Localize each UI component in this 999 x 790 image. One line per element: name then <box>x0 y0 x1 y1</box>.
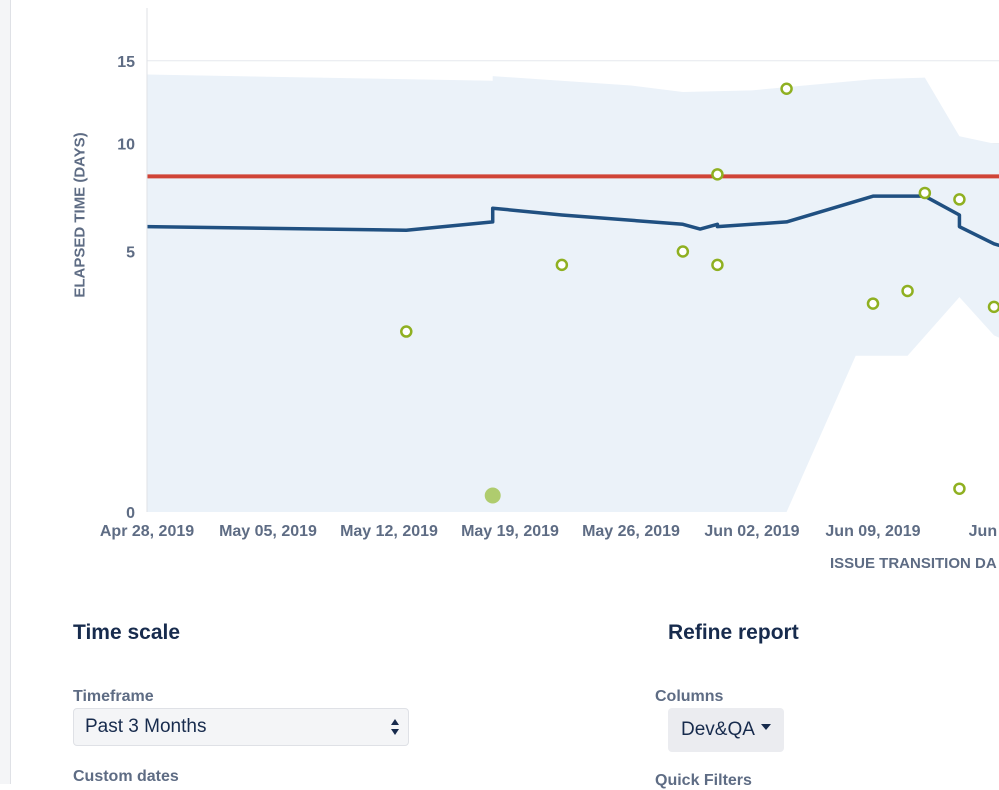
data-point <box>953 193 966 206</box>
data-point <box>711 258 724 272</box>
y-tick-label: 15 <box>117 54 135 71</box>
y-axis-title: ELAPSED TIME (DAYS) <box>71 132 89 298</box>
data-point <box>953 482 966 495</box>
y-tick-label: 10 <box>117 137 135 154</box>
timeframe-select-value: Past 3 Months <box>85 716 207 737</box>
columns-dropdown-button[interactable]: Dev&QA <box>668 708 784 752</box>
quick-filters-label: Quick Filters <box>655 772 752 789</box>
data-point <box>918 186 932 200</box>
y-tick-label: 5 <box>126 244 135 261</box>
data-point <box>676 245 690 258</box>
timeframe-label: Timeframe <box>73 688 154 705</box>
columns-label: Columns <box>655 688 724 705</box>
x-tick-label: May 12, 2019 <box>340 523 438 540</box>
x-tick-label: Apr 28, 2019 <box>100 523 194 540</box>
data-point <box>780 82 793 95</box>
x-tick-label: May 26, 2019 <box>582 523 680 540</box>
left-sidebar-rail <box>0 0 11 784</box>
data-point <box>400 325 413 338</box>
chevron-down-icon <box>760 724 771 730</box>
rolling-average-line <box>146 194 999 248</box>
control-chart: 0 5 10 15 Apr 28, 2019 May 05, 2019 May 12, 2… <box>100 8 999 540</box>
x-tick-label: May 05, 2019 <box>219 523 317 540</box>
time-scale-title: Time scale <box>73 621 181 644</box>
std-deviation-band <box>147 74 999 512</box>
refine-report-title: Refine report <box>668 621 799 644</box>
data-point <box>901 284 914 298</box>
x-axis-title: ISSUE TRANSITION DA <box>830 555 997 572</box>
data-point <box>711 168 724 181</box>
x-tick-label: Jun 09, 2019 <box>825 523 920 540</box>
data-point <box>866 297 880 310</box>
custom-dates-label: Custom dates <box>73 768 179 785</box>
timeframe-select[interactable]: Past 3 Months <box>73 708 409 746</box>
data-point <box>987 300 999 314</box>
x-tick-label: Jun 16 <box>969 523 999 540</box>
x-tick-label: Jun 02, 2019 <box>704 523 799 540</box>
columns-dropdown-value: Dev&QA <box>681 719 755 740</box>
data-point <box>484 487 501 504</box>
x-tick-label: May 19, 2019 <box>461 523 559 540</box>
y-tick-label: 0 <box>126 505 135 522</box>
up-down-arrows-icon <box>391 719 399 735</box>
data-point <box>555 258 569 272</box>
